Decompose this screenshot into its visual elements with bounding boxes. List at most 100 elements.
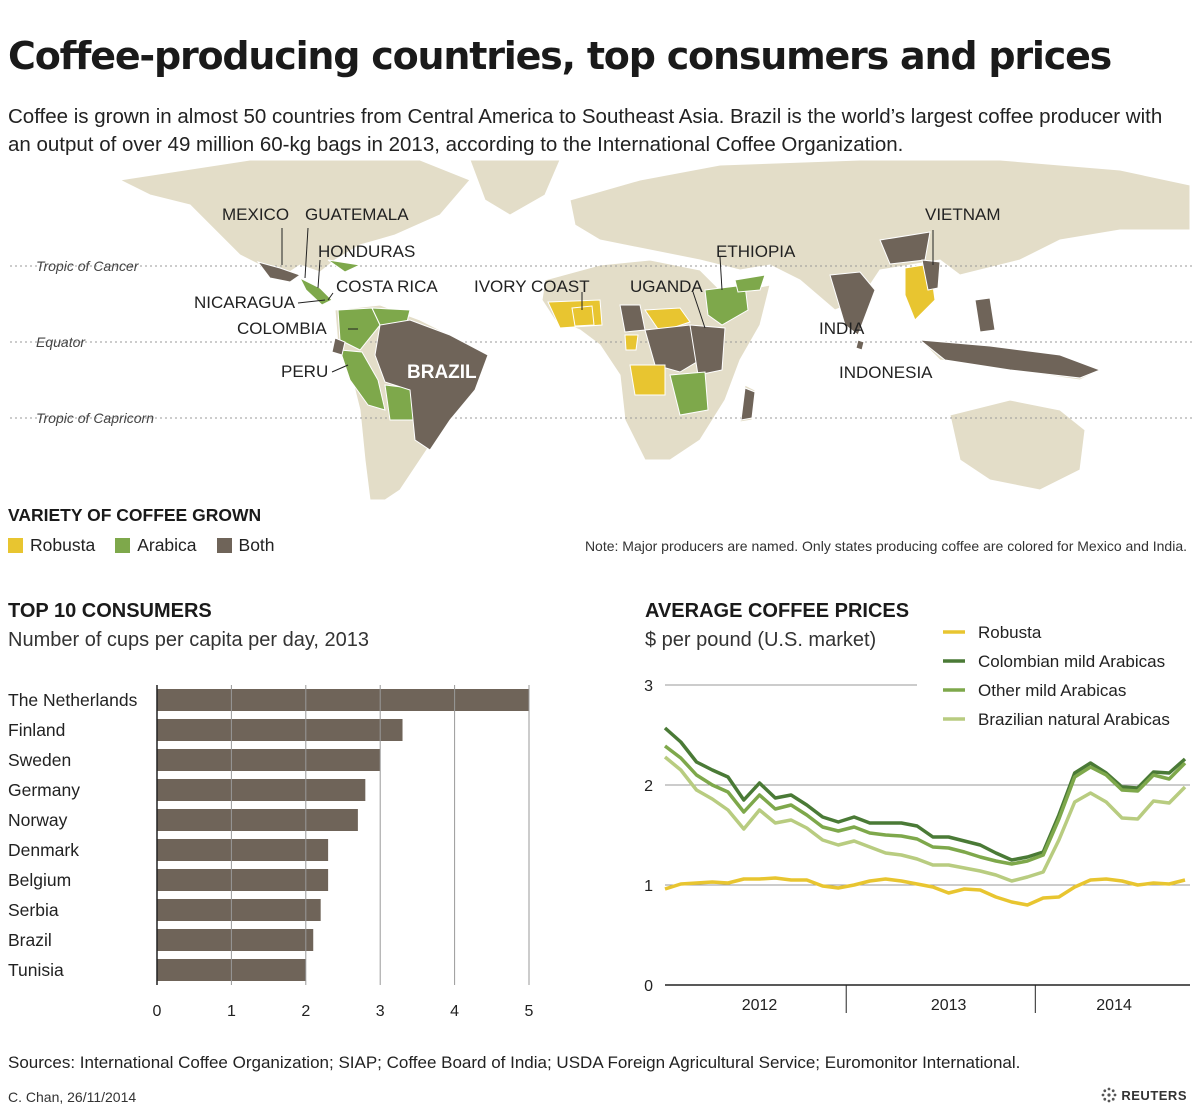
- label-costa-rica: COSTA RICA: [336, 277, 438, 296]
- prices-subtitle: $ per pound (U.S. market): [645, 629, 877, 651]
- label-colombia: COLOMBIA: [237, 319, 327, 338]
- credit-text: C. Chan, 26/11/2014: [8, 1089, 137, 1105]
- region-angola: [629, 364, 666, 396]
- region-ecuador: [331, 337, 346, 356]
- consumers-title: TOP 10 CONSUMERS: [8, 600, 212, 622]
- bar-category-label: Brazil: [8, 930, 52, 950]
- legend-item-arabica: Arabica: [115, 535, 197, 556]
- label-honduras: HONDURAS: [318, 242, 415, 261]
- region-congo: [644, 324, 701, 373]
- region-caribbean: [327, 259, 362, 273]
- reuters-wordmark: REUTERS: [1121, 1087, 1187, 1103]
- map-note: Note: Major producers are named. Only st…: [584, 538, 1187, 554]
- consumers-bar-chart: The Netherlands Finland Sweden Germany Norwa…: [8, 685, 534, 1020]
- line-y-tick-label: 3: [644, 678, 653, 695]
- bar: [157, 749, 381, 771]
- label-vietnam: VIETNAM: [925, 205, 1001, 224]
- region-indonesia: [918, 339, 1102, 379]
- legend-swatch-arabica: [115, 538, 131, 553]
- legend-swatch-robusta: [8, 538, 23, 553]
- prices-title: AVERAGE COFFEE PRICES: [645, 600, 910, 622]
- label-uganda: UGANDA: [630, 277, 703, 296]
- tropic-of-cancer-label: Tropic of Cancer: [36, 258, 140, 274]
- region-cameroon: [644, 307, 691, 333]
- legend-item-robusta: Robusta: [8, 535, 95, 556]
- series-line: [663, 755, 1187, 883]
- bar: [157, 899, 321, 921]
- map-legend: Robusta Arabica Both: [8, 535, 275, 556]
- region-mexico: [256, 261, 302, 283]
- label-india: INDIA: [819, 319, 865, 338]
- reuters-logo: REUTERS: [1101, 1087, 1187, 1103]
- bar-category-label: Finland: [8, 720, 65, 740]
- region-india: [829, 271, 876, 336]
- sources-text: Sources: International Coffee Organizati…: [8, 1053, 1021, 1072]
- bar-grid: [230, 685, 530, 985]
- intro-text: Coffee is grown in almost 50 countries f…: [8, 105, 1163, 156]
- bar-category-label: Norway: [8, 810, 68, 830]
- legend-swatch-both: [216, 538, 232, 553]
- legend-label-both: Both: [238, 535, 275, 555]
- label-ivory-coast: IVORY COAST: [474, 277, 590, 296]
- bar-tick-label: 3: [376, 1003, 385, 1020]
- line-x-tick-label: 2014: [1096, 997, 1132, 1014]
- label-indonesia: INDONESIA: [839, 363, 933, 382]
- bar: [157, 689, 529, 711]
- region-sri-lanka: [855, 339, 865, 351]
- legend-item-both: Both: [216, 535, 275, 556]
- region-laos: [921, 259, 941, 291]
- series-line: [663, 744, 1187, 866]
- line-x-tick-label: 2013: [931, 997, 967, 1014]
- region-peru: [339, 349, 386, 411]
- bar-category-label: Denmark: [8, 840, 79, 860]
- bar: [157, 929, 314, 951]
- legend-series-label: Other mild Arabicas: [978, 681, 1126, 700]
- australia: [949, 399, 1086, 491]
- legend-series-label: Brazilian natural Arabicas: [978, 710, 1170, 729]
- label-nicaragua: NICARAGUA: [194, 293, 296, 312]
- bar: [157, 869, 329, 891]
- bar-category-label: The Netherlands: [8, 690, 138, 710]
- map-legend-title: VARIETY OF COFFEE GROWN: [8, 505, 262, 525]
- bar: [157, 779, 366, 801]
- legend-series-label: Colombian mild Arabicas: [978, 652, 1165, 671]
- line-x-tick-label: 2012: [742, 997, 778, 1014]
- bar: [157, 719, 403, 741]
- bar-tick-label: 4: [450, 1003, 459, 1020]
- producer-regions: [256, 231, 1102, 451]
- leader-lines: [281, 227, 934, 373]
- line-y-tick-label: 1: [644, 878, 653, 895]
- reuters-dots-icon: [1101, 1087, 1117, 1103]
- line-y-tick-label: 2: [644, 778, 653, 795]
- bar-tick-label: 5: [525, 1003, 534, 1020]
- label-guatemala: GUATEMALA: [305, 205, 409, 224]
- bar-category-label: Germany: [8, 780, 80, 800]
- series-line: [663, 726, 1187, 862]
- tropic-of-capricorn-label: Tropic of Capricorn: [36, 410, 154, 426]
- region-colombia: [337, 307, 381, 351]
- region-philippines: [974, 297, 996, 333]
- label-ethiopia: ETHIOPIA: [716, 242, 796, 261]
- label-mexico: MEXICO: [222, 205, 289, 224]
- world-map: Tropic of Cancer Equator Tropic of Capri…: [10, 160, 1195, 500]
- legend-label-arabica: Arabica: [137, 535, 197, 555]
- legend-label-robusta: Robusta: [30, 535, 96, 555]
- page-title: Coffee-producing countries, top consumer…: [8, 34, 1112, 78]
- bar-tick-label: 1: [227, 1003, 236, 1020]
- legend-series-label: Robusta: [978, 623, 1042, 642]
- region-east-africa: [689, 324, 726, 376]
- label-brazil: BRAZIL: [407, 362, 477, 383]
- region-central-america: [298, 276, 333, 306]
- series-line: [664, 876, 1186, 907]
- bar-category-label: Sweden: [8, 750, 71, 770]
- region-gabon: [624, 334, 639, 351]
- europe-asia: [569, 160, 1191, 311]
- line-y-tick-label: 0: [644, 978, 653, 995]
- bar: [157, 809, 358, 831]
- bar: [157, 839, 329, 861]
- north-america: [118, 160, 471, 279]
- bar-category-label: Tunisia: [8, 960, 64, 980]
- bar-tick-label: 0: [153, 1003, 162, 1020]
- bar-category-label: Serbia: [8, 900, 59, 920]
- consumers-subtitle: Number of cups per capita per day, 2013: [8, 629, 369, 651]
